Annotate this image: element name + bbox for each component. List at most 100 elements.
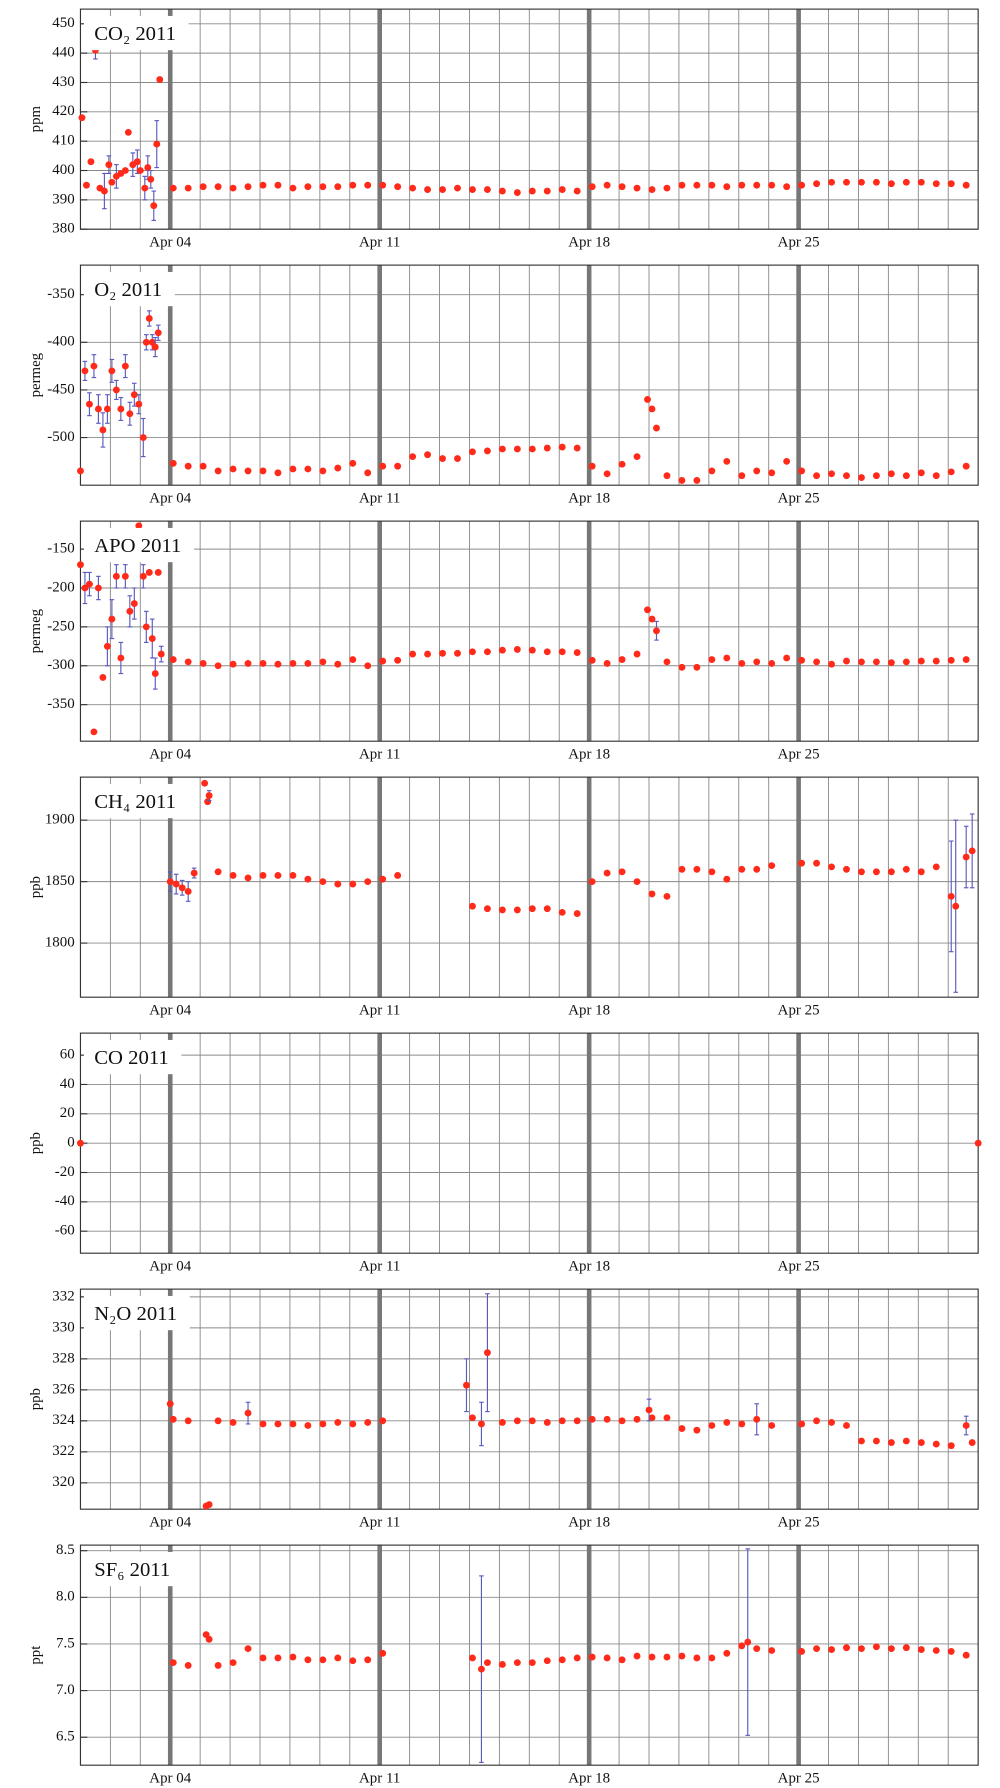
data-point [843, 657, 850, 665]
data-point [184, 462, 192, 470]
data-point [813, 1417, 821, 1425]
data-point [618, 1417, 626, 1425]
data-point [498, 1661, 506, 1668]
data-point [199, 462, 207, 470]
y-tick-label: 330 [52, 1319, 74, 1335]
y-tick-label: 1800 [45, 935, 75, 951]
data-point [663, 472, 671, 480]
plot-frame [79, 264, 979, 486]
y-tick-label: 8.0 [56, 1589, 75, 1605]
data-point [887, 1439, 895, 1446]
x-tick-label: Apr 04 [149, 1002, 191, 1018]
data-point [588, 1415, 596, 1423]
data-point [142, 623, 150, 631]
y-tick-label: 0 [67, 1135, 74, 1151]
data-point [169, 656, 177, 663]
data-point [151, 343, 159, 351]
y-tick-label: 20 [60, 1105, 75, 1121]
data-point [334, 1654, 342, 1662]
data-point [85, 580, 93, 588]
data-point [289, 465, 297, 473]
data-point [798, 859, 806, 867]
data-point [573, 910, 581, 918]
data-point [753, 1645, 761, 1653]
data-point [633, 650, 641, 658]
data-point [379, 875, 387, 883]
data-point [798, 467, 806, 475]
y-tick-label: -500 [47, 429, 74, 445]
x-tick-label: Apr 04 [149, 234, 191, 250]
data-point [145, 315, 153, 322]
data-point [962, 656, 970, 663]
y-tick-label: 7.5 [56, 1635, 75, 1651]
data-point [108, 615, 116, 623]
data-point [678, 477, 686, 484]
data-point [424, 186, 432, 194]
y-tick-label: 326 [52, 1381, 74, 1397]
data-point [798, 1420, 806, 1428]
data-point [334, 660, 342, 668]
data-point [813, 472, 821, 480]
data-point [229, 872, 237, 879]
data-point [723, 1418, 731, 1426]
data-point [768, 1647, 776, 1654]
data-point [229, 1418, 237, 1426]
data-point [334, 880, 342, 888]
data-point [99, 674, 107, 681]
data-point [244, 1409, 252, 1417]
data-point [618, 460, 626, 468]
data-point [117, 405, 125, 413]
data-point [603, 1415, 611, 1423]
data-point [133, 158, 141, 166]
data-point [962, 853, 970, 861]
data-point [319, 658, 327, 666]
data-point [843, 1422, 850, 1429]
data-point [319, 1656, 327, 1664]
data-point [932, 657, 940, 665]
data-point [409, 453, 417, 461]
plot-frame [79, 776, 979, 998]
data-point [469, 648, 476, 656]
data-point [528, 445, 536, 453]
data-point [289, 660, 297, 667]
data-point [663, 1414, 671, 1422]
data-point [843, 178, 850, 186]
data-point [633, 1652, 641, 1660]
data-point [753, 865, 761, 873]
data-point [483, 1659, 491, 1667]
data-point [334, 1418, 342, 1426]
x-tick-label: Apr 18 [568, 234, 610, 250]
data-point [144, 164, 152, 172]
data-point [723, 654, 731, 662]
data-point [244, 874, 252, 882]
x-tick-label: Apr 25 [778, 1514, 820, 1530]
data-point [469, 902, 476, 910]
data-point [947, 1442, 955, 1450]
data-point [947, 468, 955, 476]
x-tick-label: Apr 04 [149, 490, 191, 506]
data-point [558, 443, 566, 451]
data-point [150, 202, 158, 210]
data-point [135, 522, 143, 530]
chart-title: APO 2011 [94, 535, 181, 557]
data-point [968, 847, 976, 855]
data-point [738, 660, 746, 667]
y-tick-label: 324 [52, 1412, 75, 1428]
data-point [513, 906, 521, 914]
data-point [244, 1645, 252, 1653]
data-point [603, 470, 611, 478]
data-point [962, 462, 970, 470]
data-point [558, 648, 566, 656]
data-point [259, 1420, 267, 1428]
y-axis-label: ppb [28, 1388, 44, 1410]
data-point [708, 868, 716, 876]
data-point [108, 367, 116, 375]
data-point [902, 865, 910, 873]
data-point [858, 474, 865, 481]
data-point [166, 878, 174, 886]
x-tick-label: Apr 25 [778, 490, 820, 506]
data-point [274, 872, 282, 879]
data-point [454, 184, 461, 192]
data-point [274, 469, 282, 477]
